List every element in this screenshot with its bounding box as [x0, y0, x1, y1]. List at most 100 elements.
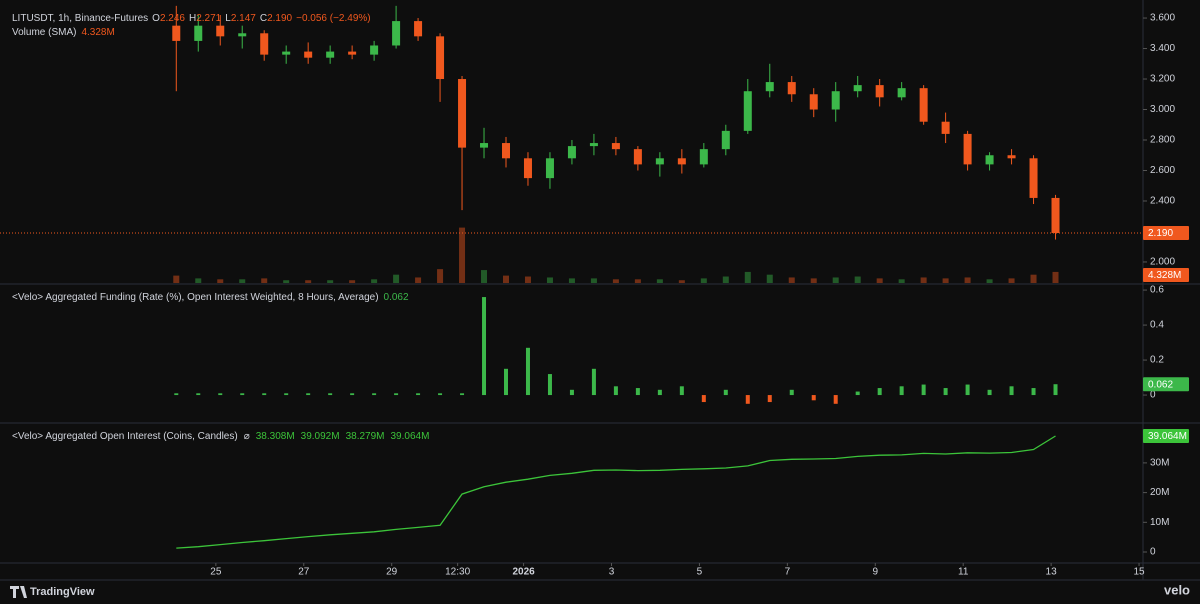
oi-title: <Velo> Aggregated Open Interest (Coins, …	[12, 431, 238, 442]
funding-bar	[218, 393, 223, 396]
y-tick-label: 3.400	[1150, 43, 1175, 54]
x-tick-label: 2026	[512, 567, 535, 578]
y-tick-label: 30M	[1150, 458, 1169, 469]
funding-bar	[1053, 384, 1058, 396]
candle-body	[831, 91, 840, 110]
x-tick-label: 11	[958, 567, 969, 578]
oi-value: 38.279M	[346, 431, 385, 442]
candle-body	[392, 21, 401, 46]
funding-legend: <Velo> Aggregated Funding (Rate (%), Ope…	[12, 292, 409, 303]
oi-value: 39.064M	[391, 431, 430, 442]
funding-bar	[987, 389, 992, 396]
x-tick-label: 25	[210, 567, 222, 578]
funding-bar	[240, 393, 245, 396]
change: −0.056 (−2.49%)	[296, 13, 371, 24]
volume-bar	[1008, 278, 1015, 283]
funding-bar	[943, 388, 948, 396]
candle-body	[853, 85, 862, 92]
funding-bar	[1009, 386, 1014, 396]
candle-body	[809, 94, 818, 110]
volume-bar	[766, 274, 773, 283]
candle-body	[545, 158, 554, 179]
funding-bar	[767, 395, 772, 403]
volume-legend: Volume (SMA) 4.328M	[12, 27, 115, 38]
candle-body	[1051, 197, 1060, 233]
open-interest-line	[176, 435, 1056, 549]
funding-bar	[899, 386, 904, 396]
y-tick-label: 2.600	[1150, 165, 1175, 176]
volume-bar	[371, 279, 378, 283]
ohlc-key: O	[152, 13, 160, 24]
volume-bar	[173, 275, 180, 283]
oi-legend: <Velo> Aggregated Open Interest (Coins, …	[12, 431, 429, 442]
volume-bar	[349, 280, 356, 283]
volume-bar	[920, 277, 927, 283]
symbol: LITUSDT, 1h, Binance-Futures	[12, 13, 148, 24]
volume-bar	[217, 279, 224, 283]
funding-bar	[789, 389, 794, 396]
candle-body	[743, 91, 752, 131]
oi-value: 39.092M	[301, 431, 340, 442]
last-value-box	[1143, 428, 1189, 443]
funding-bar	[811, 395, 816, 401]
y-tick-label: 2.400	[1150, 196, 1175, 207]
candle-body	[348, 51, 357, 55]
y-tick-label: 0	[1150, 390, 1156, 401]
volume-bar	[634, 279, 641, 283]
y-tick-label: 3.200	[1150, 74, 1175, 85]
volume-bar	[1052, 271, 1059, 283]
volume-bar	[700, 278, 707, 283]
volume-bar	[854, 276, 861, 283]
volume-bar	[481, 270, 488, 283]
candle-body	[897, 88, 906, 98]
candle-body	[414, 21, 423, 37]
funding-bar	[262, 393, 267, 396]
candle-body	[677, 158, 686, 165]
candle-body	[260, 33, 269, 55]
volume-bar	[876, 278, 883, 283]
last-value-box	[1143, 377, 1189, 392]
symbol-legend: LITUSDT, 1h, Binance-Futures O2.246 H2.271…	[12, 13, 371, 24]
candle-body	[1007, 155, 1016, 159]
candle-body	[699, 149, 708, 165]
funding-bar	[306, 393, 311, 396]
candle-body	[194, 25, 203, 41]
ohlc-value: 2.147	[231, 13, 256, 24]
ohlc-key: C	[260, 13, 267, 24]
volume-bar	[964, 277, 971, 283]
volume-bar	[239, 279, 246, 283]
candle-body	[172, 25, 181, 41]
funding-bar	[833, 395, 838, 404]
last-value-box	[1143, 268, 1189, 282]
volume-bar	[788, 277, 795, 283]
funding-bar	[569, 389, 574, 396]
y-tick-label: 2.000	[1150, 257, 1175, 268]
volume-bar	[415, 277, 422, 283]
candle-body	[370, 45, 379, 55]
candle-body	[633, 149, 642, 165]
x-tick-label: 27	[298, 567, 310, 578]
funding-bar	[438, 393, 443, 396]
oi-symbol: ⌀	[244, 431, 250, 442]
last-value-label: 2.190	[1148, 228, 1173, 239]
volume-bar	[810, 278, 817, 283]
volume-bar	[195, 278, 202, 283]
funding-bar	[482, 297, 487, 396]
funding-bar	[701, 395, 706, 403]
candle-body	[216, 25, 225, 37]
y-tick-label: 3.000	[1150, 104, 1175, 115]
candle-body	[458, 79, 467, 148]
funding-bar	[174, 393, 179, 396]
funding-bar	[965, 384, 970, 396]
brand: TradingView	[30, 586, 95, 598]
volume-bar	[459, 227, 466, 283]
last-value-box	[1143, 225, 1189, 240]
funding-bar	[921, 384, 926, 396]
volume-bar	[546, 277, 553, 283]
ohlc-key: L	[225, 13, 231, 24]
ohlc-value: 2.246	[160, 13, 185, 24]
funding-bar	[503, 368, 508, 396]
volume-bar	[722, 276, 729, 283]
